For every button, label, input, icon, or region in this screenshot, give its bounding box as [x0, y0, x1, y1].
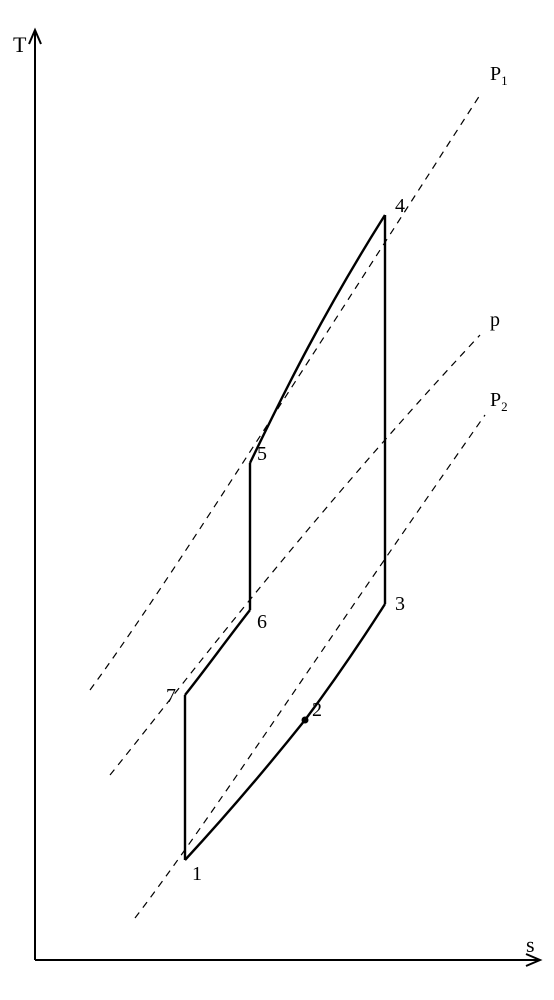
- y-axis-label: T: [13, 32, 27, 57]
- segment-1-2: [185, 720, 305, 860]
- point-7-label: 7: [166, 685, 176, 707]
- segment-6-7: [185, 610, 250, 695]
- point-1-label: 1: [192, 863, 202, 885]
- cycle: [185, 215, 385, 860]
- point-3-label: 3: [395, 593, 405, 615]
- axes: T s: [13, 30, 540, 966]
- point-2-label: 2: [312, 699, 322, 721]
- point-4-label: 4: [395, 195, 405, 217]
- state-points: 1 2 3 4 5 6 7: [166, 195, 405, 885]
- isobar-p1-label: P1: [490, 63, 508, 88]
- isobars: P1 p P2: [90, 63, 508, 918]
- point-2-dot: [302, 717, 309, 724]
- segment-4-5: [250, 215, 385, 463]
- ts-diagram: T s P1 p P2 1 2 3 4 5 6 7: [0, 0, 554, 1000]
- isobar-p-label: p: [490, 309, 500, 331]
- isobar-p2-label: P2: [490, 389, 508, 414]
- isobar-p2: [135, 415, 485, 918]
- isobar-p: [110, 335, 480, 775]
- point-5-label: 5: [257, 443, 267, 465]
- point-6-label: 6: [257, 611, 267, 633]
- x-axis-label: s: [526, 932, 535, 957]
